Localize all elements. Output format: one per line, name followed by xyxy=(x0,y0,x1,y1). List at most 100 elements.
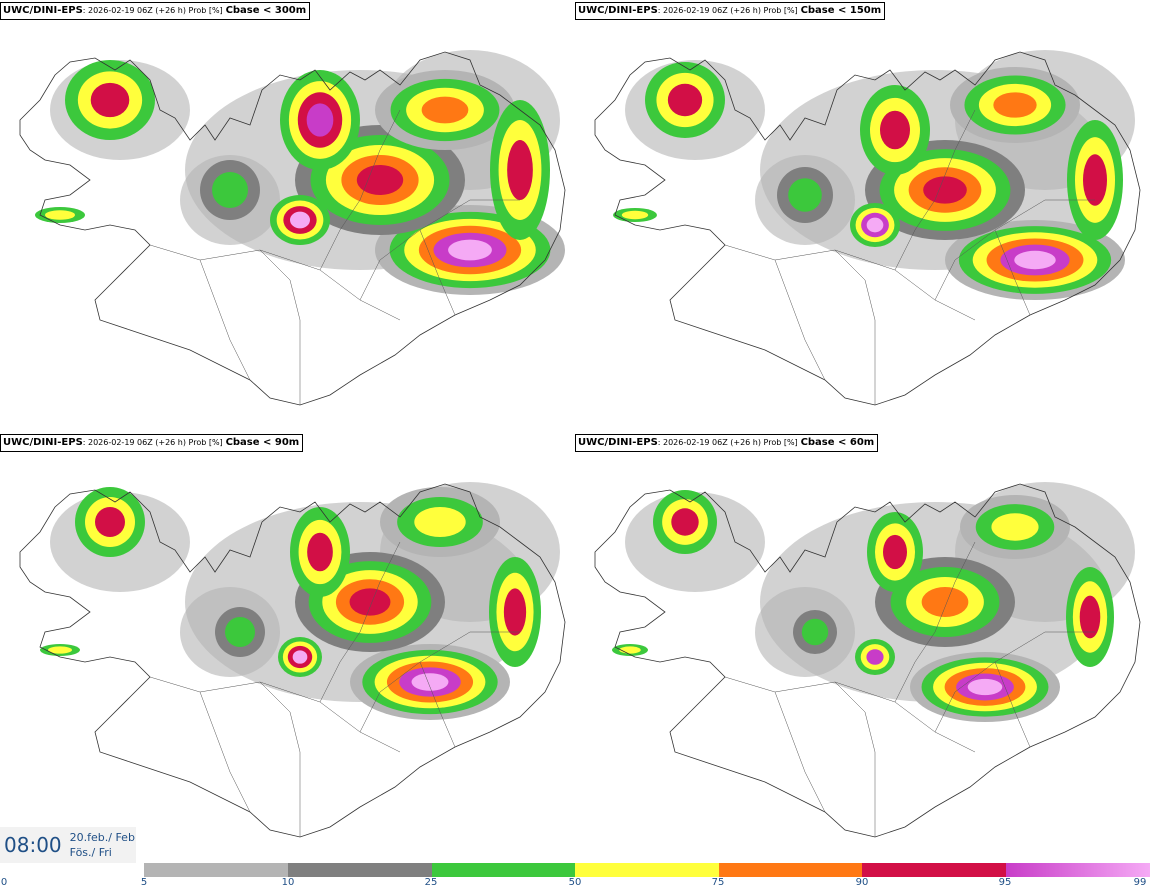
prob-contour xyxy=(448,239,492,261)
prob-contour xyxy=(667,83,703,117)
region-boundary xyxy=(774,259,826,381)
prob-contour xyxy=(788,178,822,212)
colorbar-tick: 50 xyxy=(568,877,582,888)
colorbar-tick: 0 xyxy=(0,877,8,888)
prob-contour xyxy=(880,110,910,150)
coastline xyxy=(19,51,566,406)
prob-contour xyxy=(307,532,333,572)
region-boundary xyxy=(419,661,456,748)
prob-contour xyxy=(1083,154,1107,206)
region-boundary xyxy=(724,244,976,321)
model-name: UWC/DINI-EPS xyxy=(578,437,658,448)
colorbar-tick: 10 xyxy=(281,877,295,888)
colorbar-tick: 25 xyxy=(424,877,438,888)
map-panel-150m: UWC/DINI-EPS: 2026-02-19 06Z (+26 h) Pro… xyxy=(575,0,1150,430)
prob-contour xyxy=(45,210,75,220)
valid-time-box: 08:00 20.feb./ Feb Fös./ Fri xyxy=(0,827,136,863)
region-boundary xyxy=(834,249,876,405)
colorbar-tick: 95 xyxy=(998,877,1012,888)
coastline xyxy=(594,483,1141,838)
colorbar-tick: 5 xyxy=(140,877,148,888)
prob-contour xyxy=(621,210,649,220)
panel-title: UWC/DINI-EPS: 2026-02-19 06Z (+26 h) Pro… xyxy=(0,2,311,20)
map-panel-300m: UWC/DINI-EPS: 2026-02-19 06Z (+26 h) Pro… xyxy=(0,0,575,430)
variable-name: Cbase < 150m xyxy=(800,5,882,16)
region-boundary xyxy=(894,109,976,271)
prob-contour xyxy=(993,92,1037,118)
prob-contour xyxy=(292,650,308,664)
run-info: : 2026-02-19 06Z (+26 h) Prob [%] xyxy=(82,438,223,447)
run-info: : 2026-02-19 06Z (+26 h) Prob [%] xyxy=(82,6,223,15)
prob-contour xyxy=(883,534,907,570)
prob-contour xyxy=(866,649,884,665)
prob-contour xyxy=(503,588,527,636)
prob-contour xyxy=(921,587,969,617)
weekday-line: Fös./ Fri xyxy=(69,846,112,859)
model-name: UWC/DINI-EPS xyxy=(3,437,83,448)
run-info: : 2026-02-19 06Z (+26 h) Prob [%] xyxy=(657,438,798,447)
prob-contour xyxy=(349,588,391,616)
region-boundary xyxy=(259,249,301,405)
date-line: 20.feb./ Feb xyxy=(69,831,135,844)
probability-map xyxy=(594,482,1141,838)
prob-contour xyxy=(48,646,72,654)
colorbar-segment-10-25 xyxy=(288,863,432,877)
panel-title: UWC/DINI-EPS: 2026-02-19 06Z (+26 h) Pro… xyxy=(0,434,304,452)
prob-contour xyxy=(90,82,130,118)
valid-time: 08:00 xyxy=(4,833,62,857)
coastline xyxy=(594,51,1141,406)
prob-contour xyxy=(619,646,641,654)
prob-contour xyxy=(866,217,884,233)
prob-contour xyxy=(290,211,310,229)
prob-contour xyxy=(923,176,967,204)
region-boundary xyxy=(149,676,401,753)
prob-contour xyxy=(306,103,334,137)
prob-contour xyxy=(414,507,466,537)
run-info: : 2026-02-19 06Z (+26 h) Prob [%] xyxy=(657,6,798,15)
prob-contour xyxy=(1079,595,1101,639)
coastline xyxy=(19,483,566,838)
prob-contour xyxy=(991,513,1039,541)
color-bar xyxy=(144,863,1150,877)
colorbar-segment-5-10 xyxy=(144,863,288,877)
region-boundary xyxy=(199,259,251,381)
colorbar-tick: 99 xyxy=(1133,877,1147,888)
panel-title: UWC/DINI-EPS: 2026-02-19 06Z (+26 h) Pro… xyxy=(575,434,879,452)
prob-contour xyxy=(212,172,248,208)
variable-name: Cbase < 90m xyxy=(225,437,300,448)
prob-contour xyxy=(421,96,469,124)
region-boundary xyxy=(199,691,251,813)
region-boundary xyxy=(724,676,976,753)
prob-contour xyxy=(671,508,699,536)
prob-contour xyxy=(356,165,404,195)
valid-date: 20.feb./ Feb Fös./ Fri xyxy=(70,830,135,860)
colorbar-segment-95-99 xyxy=(1006,863,1150,877)
region-boundary xyxy=(774,691,826,813)
region-boundary xyxy=(834,681,876,837)
colorbar-segment-50-75 xyxy=(575,863,719,877)
panel-title: UWC/DINI-EPS: 2026-02-19 06Z (+26 h) Pro… xyxy=(575,2,886,20)
map-panel-60m: UWC/DINI-EPS: 2026-02-19 06Z (+26 h) Pro… xyxy=(575,432,1150,862)
prob-contour xyxy=(507,140,533,200)
colorbar-segment-25-50 xyxy=(432,863,575,877)
prob-contour xyxy=(95,507,125,537)
variable-name: Cbase < 300m xyxy=(225,5,307,16)
colorbar-segment-75-90 xyxy=(719,863,862,877)
prob-contour xyxy=(967,678,1003,696)
colorbar-tick: 75 xyxy=(711,877,725,888)
prob-contour xyxy=(1014,250,1056,270)
prob-contour xyxy=(225,617,255,647)
region-boundary xyxy=(149,244,401,321)
region-boundary xyxy=(994,229,1031,316)
region-boundary xyxy=(994,661,1031,748)
colorbar-tick: 90 xyxy=(855,877,869,888)
map-panel-90m: UWC/DINI-EPS: 2026-02-19 06Z (+26 h) Pro… xyxy=(0,432,575,862)
colorbar-segment-90-95 xyxy=(862,863,1006,877)
model-name: UWC/DINI-EPS xyxy=(3,5,83,16)
region-boundary xyxy=(894,541,976,703)
prob-contour xyxy=(411,673,449,691)
region-boundary xyxy=(319,109,401,271)
probability-map xyxy=(19,50,566,406)
variable-name: Cbase < 60m xyxy=(800,437,875,448)
region-boundary xyxy=(319,541,401,703)
